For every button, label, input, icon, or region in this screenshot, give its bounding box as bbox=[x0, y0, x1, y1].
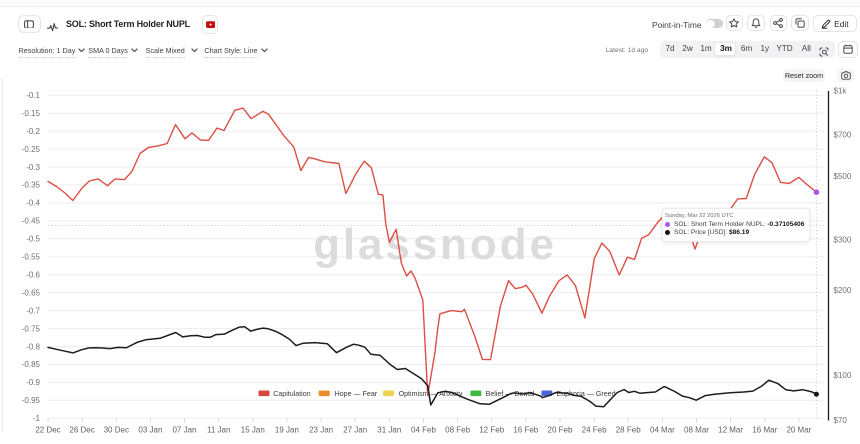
svg-text:27 Jan: 27 Jan bbox=[343, 426, 367, 435]
svg-text:20 Feb: 20 Feb bbox=[548, 426, 573, 435]
svg-text:-0.4: -0.4 bbox=[26, 199, 40, 208]
svg-text:-0.5: -0.5 bbox=[26, 235, 40, 244]
svg-text:$300: $300 bbox=[834, 236, 852, 245]
svg-text:glassnode: glassnode bbox=[313, 220, 557, 269]
svg-text:26 Dec: 26 Dec bbox=[69, 426, 94, 435]
svg-text:-0.8: -0.8 bbox=[26, 342, 40, 351]
svg-text:11 Jan: 11 Jan bbox=[207, 426, 230, 435]
svg-text:Capitulation: Capitulation bbox=[273, 390, 311, 398]
svg-text:-0.95: -0.95 bbox=[22, 396, 41, 405]
svg-text:-1: -1 bbox=[33, 414, 41, 423]
svg-text:-0.55: -0.55 bbox=[22, 253, 41, 262]
svg-text:-0.45: -0.45 bbox=[22, 217, 41, 226]
svg-text:12 Mar: 12 Mar bbox=[718, 426, 743, 435]
svg-text:08 Mar: 08 Mar bbox=[684, 426, 709, 435]
svg-text:-0.2: -0.2 bbox=[26, 127, 40, 136]
svg-text:-0.3: -0.3 bbox=[26, 163, 40, 172]
svg-text:08 Feb: 08 Feb bbox=[445, 426, 470, 435]
svg-text:07 Jan: 07 Jan bbox=[172, 426, 196, 435]
svg-text:Hope — Fear: Hope — Fear bbox=[335, 390, 378, 398]
svg-text:16 Mar: 16 Mar bbox=[752, 426, 777, 435]
svg-text:-0.85: -0.85 bbox=[22, 360, 41, 369]
svg-text:-0.6: -0.6 bbox=[26, 271, 40, 280]
svg-text:$70: $70 bbox=[834, 416, 848, 425]
svg-text:-0.9: -0.9 bbox=[26, 378, 40, 387]
svg-text:-0.7: -0.7 bbox=[26, 306, 40, 315]
svg-text:Optimism — Anxiety: Optimism — Anxiety bbox=[399, 390, 463, 398]
svg-text:03 Jan: 03 Jan bbox=[138, 426, 162, 435]
svg-text:16 Feb: 16 Feb bbox=[513, 426, 538, 435]
svg-text:Euphoria — Greed: Euphoria — Greed bbox=[556, 390, 615, 398]
svg-text:23 Jan: 23 Jan bbox=[309, 426, 333, 435]
svg-text:-0.35: -0.35 bbox=[22, 181, 41, 190]
svg-text:$700: $700 bbox=[834, 131, 852, 140]
svg-text:31 Jan: 31 Jan bbox=[377, 426, 401, 435]
svg-text:28 Feb: 28 Feb bbox=[616, 426, 641, 435]
svg-text:$1k: $1k bbox=[834, 87, 848, 96]
svg-text:-0.65: -0.65 bbox=[22, 288, 41, 297]
svg-text:12 Feb: 12 Feb bbox=[479, 426, 504, 435]
svg-text:15 Jan: 15 Jan bbox=[241, 426, 265, 435]
svg-text:$100: $100 bbox=[834, 371, 852, 380]
svg-text:$500: $500 bbox=[834, 172, 852, 181]
svg-text:30 Dec: 30 Dec bbox=[104, 426, 129, 435]
svg-text:-0.1: -0.1 bbox=[26, 91, 40, 100]
svg-text:24 Feb: 24 Feb bbox=[582, 426, 607, 435]
svg-text:-0.15: -0.15 bbox=[22, 109, 41, 118]
svg-text:04 Feb: 04 Feb bbox=[411, 426, 436, 435]
svg-text:22 Dec: 22 Dec bbox=[35, 426, 60, 435]
svg-text:-0.25: -0.25 bbox=[22, 145, 41, 154]
svg-text:20 Mar: 20 Mar bbox=[786, 426, 811, 435]
svg-text:04 Mar: 04 Mar bbox=[650, 426, 675, 435]
svg-text:$200: $200 bbox=[834, 286, 852, 295]
svg-text:-0.75: -0.75 bbox=[22, 324, 41, 333]
svg-text:19 Jan: 19 Jan bbox=[275, 426, 299, 435]
